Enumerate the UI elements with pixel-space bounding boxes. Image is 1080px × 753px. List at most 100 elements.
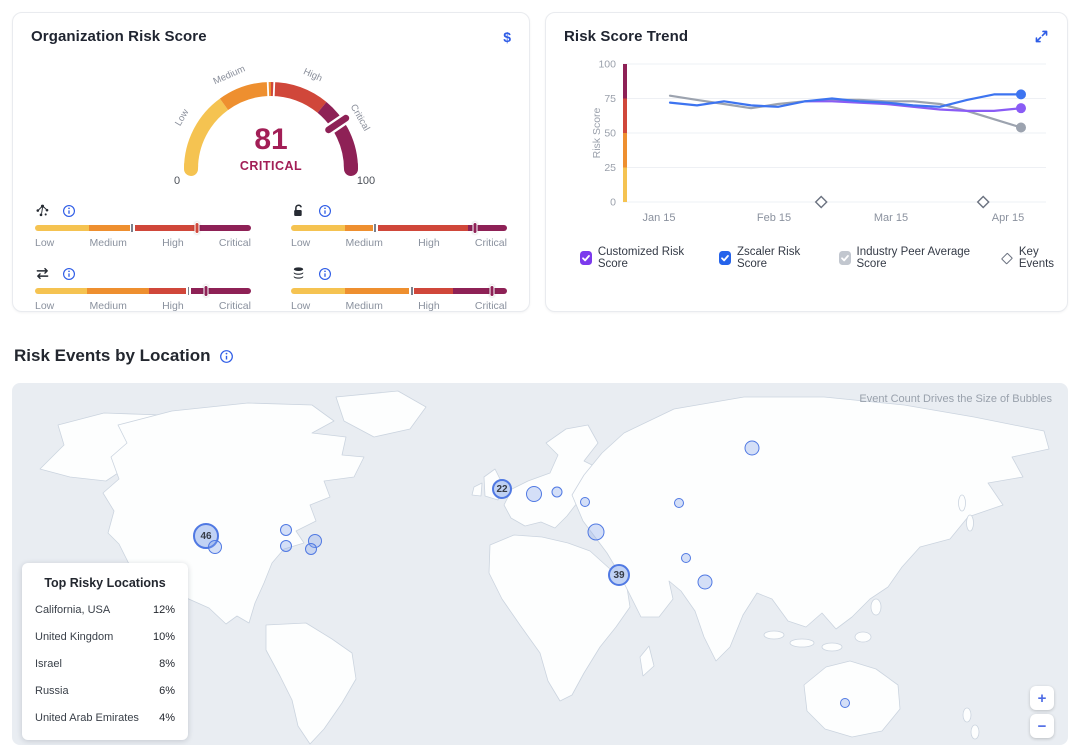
top-risky-row: California, USA 12%	[35, 603, 175, 616]
bar-tick	[129, 224, 135, 232]
bar-segment	[453, 288, 507, 294]
bar-tick	[372, 224, 378, 232]
risk-metric-data-loss: Low Medium High Critical	[291, 266, 507, 312]
organization-risk-score-card: Organization Risk Score $ Low Medium High C…	[12, 12, 530, 312]
svg-text:Apr 15: Apr 15	[992, 212, 1024, 224]
database-icon	[291, 266, 306, 281]
lateral-arrows-icon	[35, 266, 50, 281]
bar-segment	[35, 225, 89, 231]
trend-chart: 0 25 50 75 100 Risk Score Jan 15 Feb 15 Mar 15 Ap…	[591, 59, 1046, 224]
svg-text:Medium: Medium	[212, 63, 247, 87]
risk-metric-external-attack-surface: Low Medium High Critical	[35, 203, 251, 249]
org-risk-title: Organization Risk Score	[31, 28, 207, 45]
event-bubble[interactable]	[587, 523, 605, 541]
event-bubble[interactable]	[674, 498, 684, 508]
checkbox-icon	[719, 251, 731, 265]
bar-segment	[345, 288, 412, 294]
svg-text:100: 100	[357, 175, 375, 187]
info-icon[interactable]	[62, 204, 76, 218]
legend-item-key-events[interactable]: Key Events	[1001, 246, 1067, 270]
bar-segment	[89, 225, 133, 231]
bar-segment	[291, 225, 345, 231]
risk-metric-lateral-propagation: Low Medium High Critical	[35, 266, 251, 312]
event-bubble[interactable]	[840, 698, 850, 708]
event-bubble-labeled[interactable]: 22	[492, 479, 512, 499]
bar-segment	[35, 288, 87, 294]
checkbox-icon	[838, 251, 851, 265]
svg-text:Mar 15: Mar 15	[874, 212, 908, 224]
map-zoom-controls: + −	[1030, 686, 1054, 738]
bar-tick	[185, 287, 191, 295]
expand-icon[interactable]	[1034, 29, 1049, 44]
svg-text:50: 50	[604, 128, 616, 140]
bar-segment	[345, 225, 376, 231]
event-bubble[interactable]	[580, 497, 590, 507]
svg-text:25: 25	[604, 162, 616, 174]
svg-text:Low: Low	[173, 107, 191, 128]
map-section-title: Risk Events by Location	[14, 346, 211, 365]
risk-metric-list: Low Medium High Critical Low Medium High Criti…	[13, 195, 529, 312]
bar-segment	[188, 288, 251, 294]
info-icon[interactable]	[318, 204, 332, 218]
bar-segment	[132, 225, 197, 231]
map-section-header: Risk Events by Location	[14, 346, 234, 366]
risk-events-map[interactable]: Event Count Drives the Size of Bubbles 4…	[12, 383, 1068, 745]
bar-segment	[149, 288, 189, 294]
bar-tick	[409, 287, 415, 295]
top-risky-locations-panel: Top Risky Locations California, USA 12% U…	[22, 563, 188, 740]
top-risky-row: United Kingdom 10%	[35, 630, 175, 643]
bar-segment	[197, 225, 251, 231]
bar-value-marker	[194, 222, 200, 234]
event-bubble[interactable]	[744, 440, 760, 456]
risk-metric-compromise: Low Medium High Critical	[291, 203, 507, 249]
diamond-icon	[1001, 252, 1013, 264]
svg-text:100: 100	[598, 59, 616, 71]
event-bubble[interactable]	[681, 553, 691, 563]
trend-legend: Customized Risk Score Zscaler Risk Score…	[546, 242, 1067, 270]
svg-text:Feb 15: Feb 15	[757, 212, 791, 224]
trend-title: Risk Score Trend	[564, 28, 689, 45]
svg-text:Jan 15: Jan 15	[642, 212, 675, 224]
zoom-in-button[interactable]: +	[1030, 686, 1054, 710]
map-note: Event Count Drives the Size of Bubbles	[859, 393, 1052, 405]
top-risky-row: United Arab Emirates 4%	[35, 711, 175, 724]
legend-item-industry-peer-average-score[interactable]: Industry Peer Average Score	[838, 246, 981, 270]
info-icon[interactable]	[219, 349, 234, 364]
metric-scale-labels: Low Medium High Critical	[291, 300, 507, 312]
info-icon[interactable]	[62, 267, 76, 281]
top-risky-title: Top Risky Locations	[44, 576, 166, 590]
metric-score-bar	[291, 222, 507, 234]
event-bubble[interactable]	[697, 574, 713, 590]
event-bubble[interactable]	[551, 486, 563, 498]
svg-text:0: 0	[610, 197, 616, 209]
svg-text:81: 81	[254, 123, 287, 156]
dollar-icon[interactable]: $	[503, 28, 511, 45]
event-bubble[interactable]	[208, 540, 222, 554]
legend-item-customized-risk-score[interactable]: Customized Risk Score	[580, 246, 699, 270]
unlock-icon	[291, 203, 306, 218]
bar-value-marker	[203, 285, 209, 297]
info-icon[interactable]	[318, 267, 332, 281]
top-risky-row: Israel 8%	[35, 657, 175, 670]
metric-scale-labels: Low Medium High Critical	[35, 237, 251, 249]
bar-segment	[468, 225, 507, 231]
legend-item-zscaler-risk-score[interactable]: Zscaler Risk Score	[719, 246, 818, 270]
svg-text:Risk Score: Risk Score	[591, 107, 603, 158]
bar-segment	[375, 225, 469, 231]
checkbox-icon	[580, 251, 592, 265]
event-bubble[interactable]	[526, 486, 542, 502]
event-bubble[interactable]	[305, 543, 317, 555]
metric-score-bar	[35, 285, 251, 297]
svg-text:CRITICAL: CRITICAL	[240, 159, 302, 173]
event-bubble-labeled[interactable]: 39	[608, 564, 630, 586]
zoom-out-button[interactable]: −	[1030, 714, 1054, 738]
event-bubble[interactable]	[280, 524, 292, 536]
attack-surface-icon	[35, 203, 50, 218]
event-bubble[interactable]	[280, 540, 292, 552]
bar-segment	[411, 288, 453, 294]
bar-value-marker	[472, 222, 478, 234]
risk-score-trend-card: Risk Score Trend 0 25 50 75 100 Risk Score Jan…	[545, 12, 1068, 312]
metric-score-bar	[291, 285, 507, 297]
